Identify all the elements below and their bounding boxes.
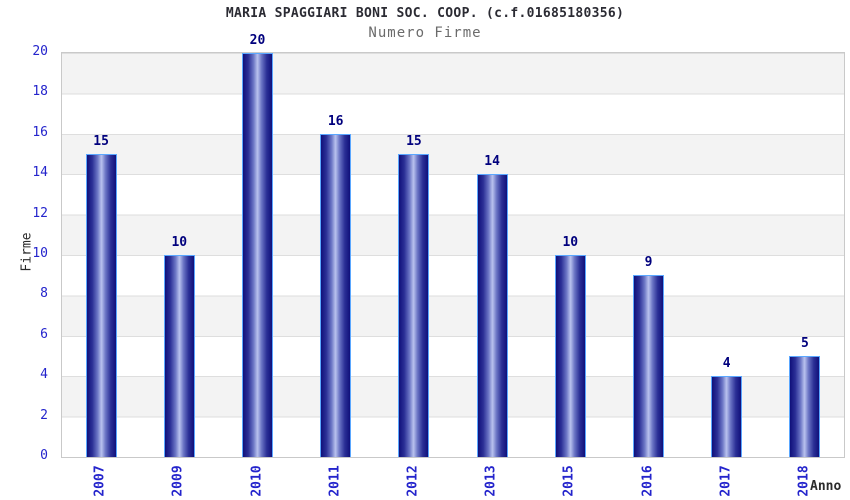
bar-2016	[633, 275, 664, 457]
bar-2013	[476, 174, 508, 457]
y-axis-title: Firme	[19, 232, 35, 272]
y-tick-label: 4	[40, 367, 48, 383]
chart-subtitle: Numero Firme	[368, 25, 482, 41]
x-tick-label: 2012	[405, 465, 421, 497]
x-axis-title: Anno	[810, 479, 842, 494]
bar-value-label: 20	[249, 33, 266, 48]
bar-2007	[85, 154, 117, 457]
x-tick-label: 2017	[718, 465, 734, 497]
plot-area: 15 10 20 16 15 14 10 9 4 5	[61, 34, 845, 458]
bar-2011	[320, 133, 352, 457]
y-tick-label: 0	[40, 448, 48, 463]
bar-value-label: 5	[800, 336, 809, 351]
bar-value-label: 10	[562, 235, 579, 250]
y-tick-label: 12	[32, 205, 48, 221]
y-axis-ticks: 0 2 4 6 8 10 12 14 16 18 20	[0, 44, 56, 463]
bar-value-label: 15	[406, 134, 422, 149]
x-tick-label: 2016	[640, 465, 655, 497]
x-tick-label: 2007	[92, 465, 108, 497]
bar-value-label: 16	[327, 113, 344, 129]
y-tick-label: 20	[32, 44, 48, 59]
x-tick-label: 2011	[327, 465, 343, 497]
chart-title: MARIA SPAGGIARI BONI SOC. COOP. (c.f.016…	[225, 6, 625, 21]
bar-value-label: 4	[722, 356, 731, 372]
bar-value-label: 14	[484, 154, 500, 170]
x-tick-label: 2013	[483, 465, 499, 497]
bar-2018	[789, 356, 821, 457]
bar-value-label: 9	[644, 255, 653, 271]
y-tick-label: 10	[32, 246, 48, 261]
y-tick-label: 2	[40, 407, 48, 423]
y-tick-label: 18	[32, 84, 48, 100]
bar-value-label: 10	[171, 235, 188, 250]
bar-2017	[711, 376, 743, 457]
bar-2010	[242, 53, 273, 457]
x-tick-label: 2010	[249, 465, 264, 497]
x-tick-label: 2009	[170, 465, 186, 497]
bar-2015	[554, 255, 586, 457]
y-tick-label: 16	[32, 124, 48, 140]
y-tick-label: 14	[32, 165, 48, 181]
y-tick-label: 6	[40, 326, 48, 342]
bar-2009	[163, 255, 195, 457]
x-tick-label: 2015	[561, 465, 577, 497]
bar-value-label: 15	[93, 134, 109, 149]
y-tick-label: 8	[40, 286, 48, 302]
x-axis-ticks: 2007 2009 2010 2011 2012 2013 2015 2016 2017 2018	[61, 457, 843, 500]
bar-2012	[398, 154, 430, 457]
